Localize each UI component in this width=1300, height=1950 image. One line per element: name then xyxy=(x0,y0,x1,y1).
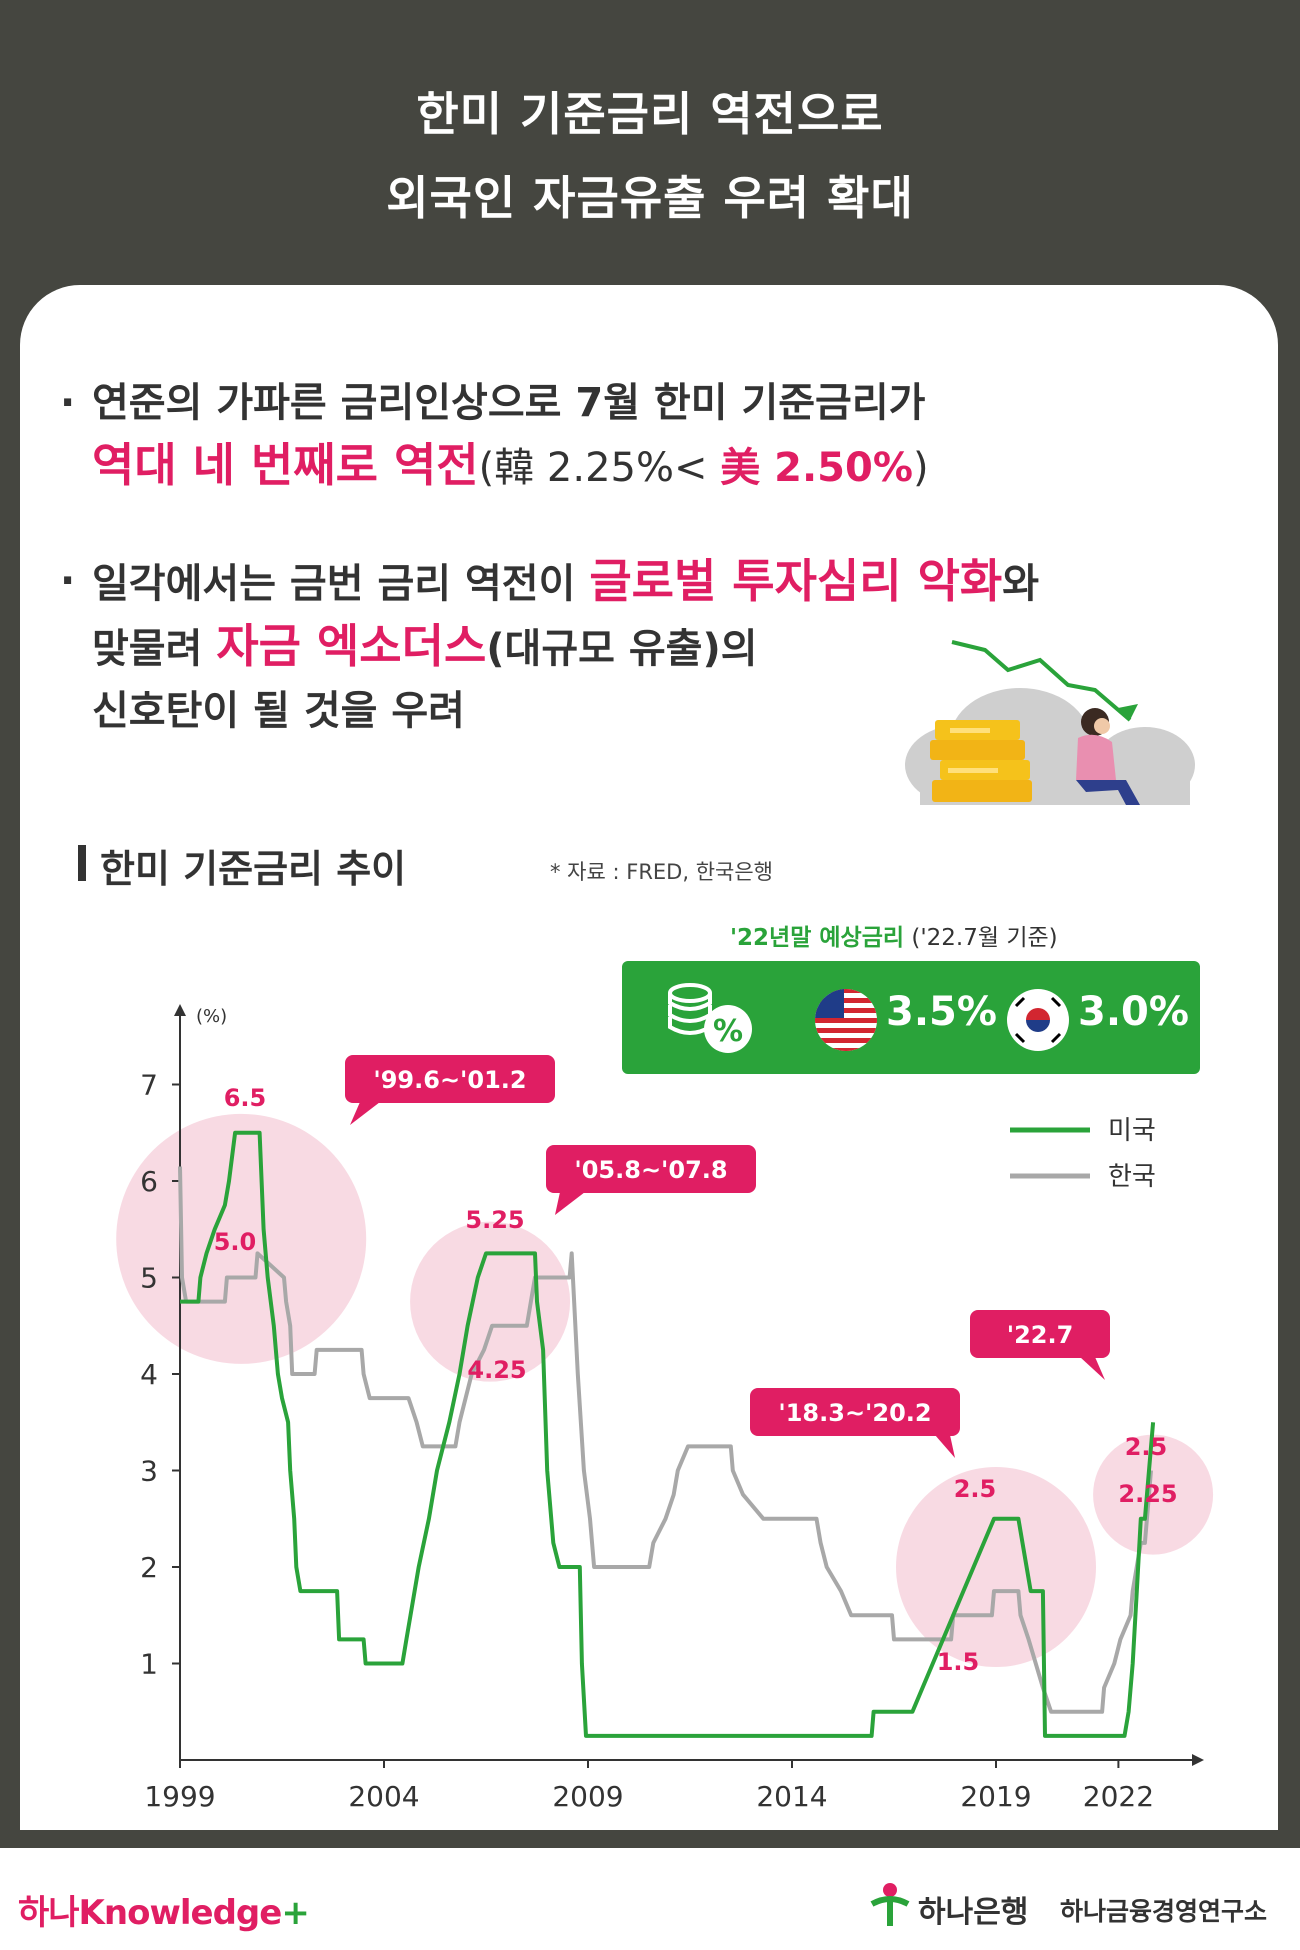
highlight-circle xyxy=(410,1221,571,1382)
period-bubble xyxy=(970,1310,1110,1358)
institute-name: 하나금융경영연구소 xyxy=(1060,1897,1268,1926)
us-rate-label: 2.5 xyxy=(1125,1433,1168,1461)
forecast-title-note: ('22.7월 기준) xyxy=(904,925,1058,951)
bullet-2-text-b: 와 xyxy=(1002,561,1040,607)
forecast-title-main: '22년말 예상금리 xyxy=(730,925,905,951)
bullet-2-line-3: 신호탄이 될 것을 우려 xyxy=(92,688,465,734)
section-title: 한미 기준금리 추이 xyxy=(100,847,407,891)
period-bubble-pointer xyxy=(555,1192,585,1215)
series-line-us xyxy=(180,1130,1156,1738)
bullet-1-line-2: 역대 네 번째로 역전(韓 2.25%< 美 2.50%) xyxy=(92,434,1272,499)
forecast-box: % 3.5% 3.0% xyxy=(622,961,1200,1074)
y-tick-label: 2 xyxy=(140,1551,158,1584)
period-label: '22.7 xyxy=(1007,1321,1074,1349)
bullet-2-text-a: 일각에서는 금번 금리 역전이 xyxy=(92,561,590,607)
us-forecast-value: 3.5% xyxy=(886,989,997,1035)
legend-label: 한국 xyxy=(1108,1162,1156,1192)
x-tick-label: 2009 xyxy=(552,1780,623,1813)
highlight-circle xyxy=(896,1467,1096,1667)
y-ticks: 1 2 3 4 5 6 7 xyxy=(140,1069,180,1681)
y-tick-label: 4 xyxy=(140,1358,158,1391)
chart-axes: (%) xyxy=(174,1004,1204,1766)
period-bubble-pointer xyxy=(1080,1357,1105,1380)
period-bubble-pointer xyxy=(935,1435,955,1458)
x-tick-label: 2019 xyxy=(960,1780,1031,1813)
period-bubble-pointer xyxy=(350,1102,380,1125)
highlight-labels: '99.6~'01.2 6.5 5.0 '05.8~'07.8 5.25 4.25 '18.… xyxy=(214,1055,1178,1676)
source-note: * 자료 : FRED, 한국은행 xyxy=(550,860,773,884)
kr-flag-icon xyxy=(1007,989,1069,1051)
kr-forecast-value: 3.0% xyxy=(1078,989,1189,1035)
forecast-title: '22년말 예상금리 ('22.7월 기준) xyxy=(730,918,1058,952)
illustration xyxy=(905,640,1195,805)
x-axis-arrow xyxy=(1192,1754,1204,1766)
period-bubble xyxy=(750,1388,960,1436)
kr-rate-label: 4.25 xyxy=(467,1356,526,1384)
down-trend-arrow-icon xyxy=(951,640,1138,722)
bullet-2-line-2: 맞물려 자금 엑소더스(대규모 유출)의 xyxy=(92,615,1272,680)
kr-rate-label: 5.0 xyxy=(214,1228,257,1256)
bullet-1-paren-close: ) xyxy=(912,445,929,491)
bullet-2-line-1: 일각에서는 금번 금리 역전이 글로벌 투자심리 악화와 xyxy=(92,550,1272,615)
period-label: '05.8~'07.8 xyxy=(574,1156,727,1184)
title-line-1: 한미 기준금리 역전으로 xyxy=(416,87,884,141)
period-bubble xyxy=(345,1055,555,1103)
y-tick-label: 1 xyxy=(140,1648,158,1681)
bank-name: 하나은행 xyxy=(918,1895,1029,1930)
x-tick-label: 2004 xyxy=(348,1780,419,1813)
period-label: '18.3~'20.2 xyxy=(778,1399,931,1427)
bullet-dot: · xyxy=(60,558,76,604)
legend-label: 미국 xyxy=(1108,1116,1156,1146)
percent-symbol: % xyxy=(713,1014,743,1049)
bullet-2-text-d: (대규모 유출)의 xyxy=(486,626,758,672)
title-line-2: 외국인 자금유출 우려 확대 xyxy=(386,171,914,225)
section-bar xyxy=(78,845,86,881)
x-tick-label: 2014 xyxy=(756,1780,827,1813)
bullet-1-us-rate: 美 2.50% xyxy=(720,445,913,491)
kr-rate-label: 1.5 xyxy=(937,1648,980,1676)
us-rate-label: 5.25 xyxy=(465,1206,524,1234)
series-lines xyxy=(178,1130,1156,1738)
brand-plus: + xyxy=(281,1893,309,1933)
rate-chart: (%) 1 2 3 4 5 6 7 1999 2004 2009 2014 2019 2022 '99… xyxy=(116,1004,1214,1813)
highlight-circle xyxy=(1093,1434,1214,1555)
y-unit-label: (%) xyxy=(196,1006,227,1027)
person-icon xyxy=(1076,708,1140,805)
y-tick-label: 3 xyxy=(140,1455,158,1488)
bullet-2-text-c: 맞물려 xyxy=(92,626,217,672)
bullet-dot: · xyxy=(60,380,76,426)
period-label: '99.6~'01.2 xyxy=(373,1066,526,1094)
hana-bank-logo-icon xyxy=(870,1883,910,1926)
y-tick-label: 6 xyxy=(140,1165,158,1198)
bullet-2-highlight-1: 글로벌 투자심리 악화 xyxy=(589,554,1003,608)
bullet-2-highlight-2: 자금 엑소더스 xyxy=(216,619,487,673)
coins-percent-icon: % xyxy=(668,983,752,1053)
y-axis-arrow xyxy=(174,1004,186,1016)
bullet-1-paren-open: (韓 2.25%< xyxy=(478,445,721,491)
period-bubble xyxy=(546,1145,756,1193)
bullet-1-highlight: 역대 네 번째로 역전 xyxy=(92,438,479,492)
series-line-kr xyxy=(178,1166,1153,1714)
coin-stack-icon xyxy=(930,720,1032,802)
bullet-1-line-1: 연준의 가파른 금리인상으로 7월 한미 기준금리가 xyxy=(92,380,926,426)
us-flag-icon xyxy=(815,989,877,1051)
x-tick-label: 2022 xyxy=(1083,1780,1154,1813)
brand-name: 하나Knowledge xyxy=(18,1893,282,1933)
x-ticks: 1999 2004 2009 2014 2019 2022 xyxy=(144,1760,1154,1813)
us-rate-label: 2.5 xyxy=(954,1475,997,1503)
kr-rate-label: 2.25 xyxy=(1118,1480,1177,1508)
y-tick-label: 5 xyxy=(140,1262,158,1295)
y-tick-label: 7 xyxy=(140,1069,158,1102)
brand-logo: 하나Knowledge+ xyxy=(18,1885,310,1934)
x-tick-label: 1999 xyxy=(144,1780,215,1813)
us-rate-label: 6.5 xyxy=(224,1084,267,1112)
page-title: 한미 기준금리 역전으로 외국인 자금유출 우려 확대 xyxy=(0,72,1300,240)
